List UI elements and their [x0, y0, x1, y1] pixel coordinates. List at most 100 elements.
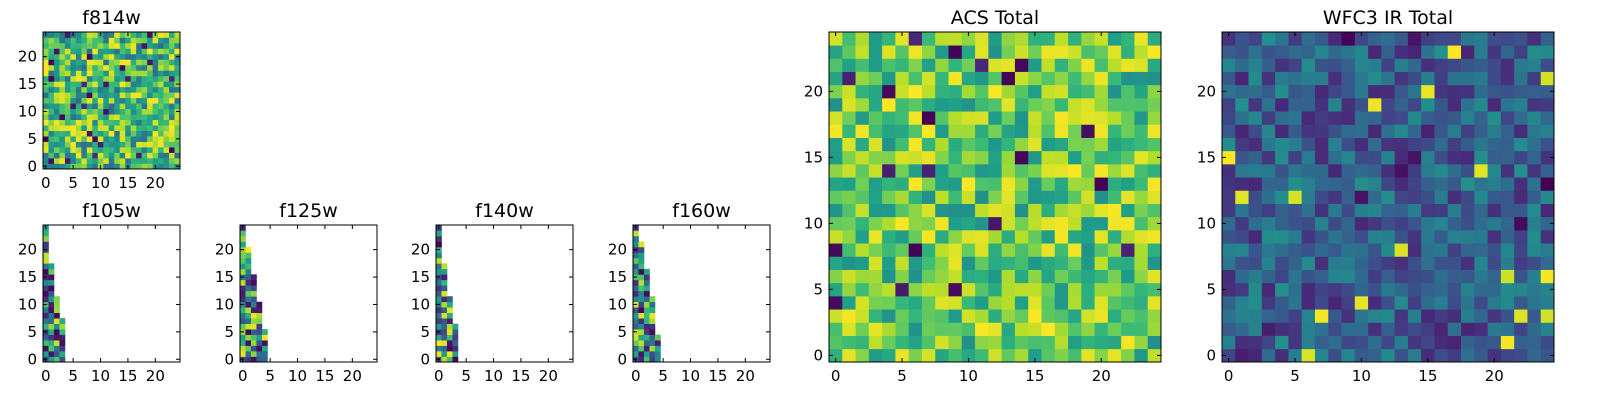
heatmap-cell [1474, 309, 1488, 323]
x-tick-label: 15 [118, 367, 137, 385]
heatmap-cell [935, 190, 949, 204]
heatmap-cell [169, 125, 175, 131]
heatmap-cell [43, 147, 49, 153]
heatmap-cell [114, 42, 121, 49]
heatmap-cell [649, 318, 656, 324]
heatmap-cell [48, 268, 55, 275]
heatmap-cell [1474, 256, 1488, 270]
heatmap-cell [48, 59, 55, 66]
heatmap-cell [1068, 150, 1082, 165]
heatmap-cell [1474, 71, 1488, 86]
heatmap-cell [1447, 45, 1462, 59]
heatmap-cell [1054, 164, 1069, 178]
heatmap-cell [988, 348, 1002, 363]
heatmap-cell [988, 190, 1002, 204]
heatmap-cell [108, 92, 115, 99]
heatmap-cell [1261, 190, 1276, 204]
heatmap-cell [1235, 71, 1249, 86]
heatmap-cell [1275, 98, 1289, 112]
heatmap-cell [81, 114, 88, 121]
heatmap-cell [961, 177, 976, 191]
heatmap-cell [48, 141, 55, 148]
heatmap-cell [174, 119, 181, 126]
heatmap-cell [108, 81, 115, 88]
y-tick-label: 5 [1206, 280, 1216, 298]
heatmap-cell [1121, 32, 1135, 46]
heatmap-cell [53, 92, 60, 99]
heatmap-cell [1261, 177, 1276, 191]
heatmap-cell [1354, 203, 1369, 218]
heatmap-cell [1222, 269, 1236, 284]
heatmap-cell [961, 84, 976, 99]
heatmap-cell [119, 152, 126, 159]
heatmap-cell [1222, 296, 1236, 310]
heatmap-cell [975, 32, 989, 46]
heatmap-cell [975, 177, 989, 191]
heatmap-cell [1235, 348, 1249, 363]
heatmap-cell [1341, 164, 1356, 178]
heatmap-cell [1474, 322, 1488, 336]
heatmap-cell [842, 348, 856, 363]
heatmap-cell [1288, 84, 1303, 99]
heatmap-cell [948, 177, 963, 191]
heatmap-cell [1068, 282, 1082, 297]
heatmap-cell [1407, 58, 1422, 72]
heatmap-cell [1001, 230, 1016, 244]
heatmap-cell [43, 92, 49, 99]
heatmap-cell [882, 45, 896, 59]
heatmap-cell [1421, 84, 1435, 99]
heatmap-cell [1068, 309, 1082, 323]
heatmap-cell [1314, 335, 1329, 350]
heatmap-cell [64, 103, 71, 110]
heatmap-cell [1500, 124, 1515, 138]
heatmap-cell [43, 114, 49, 121]
heatmap-cell [1434, 256, 1449, 270]
heatmap-cell [1261, 111, 1276, 125]
heatmap-cell [1527, 282, 1542, 297]
heatmap-cell [64, 136, 71, 142]
heatmap-cell [59, 125, 66, 131]
heatmap-cell [130, 163, 137, 170]
heatmap-cell [1235, 190, 1249, 204]
heatmap-cell [436, 241, 442, 248]
heatmap-cell [158, 64, 164, 71]
heatmap-cell [1354, 309, 1369, 323]
heatmap-cell [1381, 243, 1395, 257]
heatmap-cell [1421, 243, 1435, 257]
heatmap-cell [1394, 230, 1409, 244]
heatmap-cell [1341, 98, 1356, 112]
heatmap-cell [125, 119, 132, 126]
heatmap-cell [882, 322, 896, 336]
heatmap-cell [1461, 322, 1475, 336]
heatmap-cell [1248, 84, 1263, 99]
heatmap-cell [1301, 203, 1316, 218]
x-tick-label: 5 [265, 367, 275, 385]
heatmap-cell [855, 190, 870, 204]
heatmap-cell [48, 75, 55, 82]
y-tick-label: 10 [215, 295, 234, 313]
heatmap-cell [53, 329, 60, 335]
heatmap-cell [1527, 190, 1542, 204]
heatmap-cell [868, 243, 883, 257]
heatmap-cell [53, 119, 60, 126]
heatmap-cell [1068, 190, 1082, 204]
heatmap-cell [1328, 32, 1342, 46]
heatmap-cell [86, 136, 93, 142]
heatmap-cell [1407, 230, 1422, 244]
heatmap-cell [256, 329, 263, 335]
heatmap-cell [163, 130, 170, 137]
heatmap-cell [868, 45, 883, 59]
heatmap-cell [1147, 348, 1162, 363]
heatmap-cell [1461, 282, 1475, 297]
heatmap-cell [1068, 203, 1082, 218]
heatmap-cell [108, 64, 115, 71]
heatmap-cell [829, 124, 843, 138]
heatmap-cell [163, 152, 170, 159]
heatmap-cell [1275, 243, 1289, 257]
heatmap-cell [92, 125, 99, 131]
heatmap-cell [1261, 164, 1276, 178]
heatmap-cell [1235, 84, 1249, 99]
heatmap-cell [1041, 230, 1056, 244]
heatmap-cell [1121, 98, 1135, 112]
